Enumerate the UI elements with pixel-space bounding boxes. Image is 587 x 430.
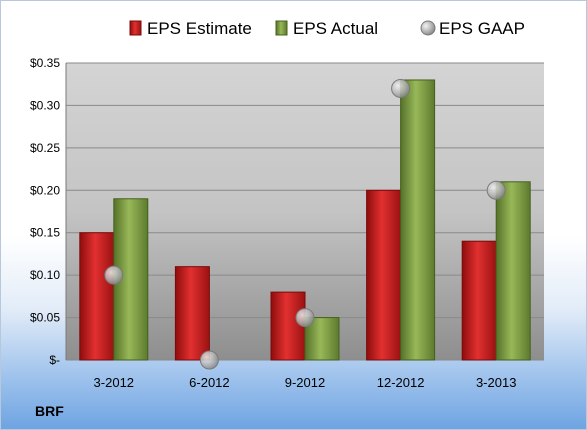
ticker-label: BRF (35, 403, 64, 419)
legend-swatch (275, 20, 288, 36)
legend-label: EPS Estimate (147, 19, 252, 38)
eps-estimate-bar (79, 232, 115, 361)
legend-swatch (129, 20, 142, 36)
y-tick-label: $0.30 (30, 98, 60, 112)
x-category-label: 12-2012 (377, 375, 425, 390)
legend-label: EPS Actual (293, 19, 378, 38)
eps-estimate-bar (270, 291, 306, 361)
eps-gaap-marker (391, 78, 411, 98)
eps-estimate-bar (461, 240, 497, 361)
x-category-label: 9-2012 (285, 375, 325, 390)
y-tick-label: $0.20 (30, 183, 60, 197)
y-tick-label: $0.35 (30, 56, 60, 70)
eps-actual-bar (495, 181, 531, 361)
eps-gaap-marker (295, 308, 315, 328)
eps-gaap-marker (486, 180, 506, 200)
eps-gaap-marker (199, 350, 219, 370)
markers-layer (104, 78, 506, 370)
eps-actual-bar (400, 79, 436, 361)
y-tick-label: $- (49, 353, 60, 367)
x-category-label: 6-2012 (189, 375, 229, 390)
x-category-label: 3-2013 (476, 375, 516, 390)
legend-swatch (420, 20, 436, 36)
eps-gaap-marker (104, 265, 124, 285)
y-tick-label: $0.15 (30, 226, 60, 240)
eps-estimate-bar (174, 266, 210, 361)
axis-layer: $- $0.05 $0.10 $0.15 $0.20 $0.25 $0.30 $0.35 3-2… (30, 56, 516, 390)
y-tick-label: $0.05 (30, 311, 60, 325)
legend-label: EPS GAAP (439, 19, 525, 38)
chart-legend: EPS Estimate EPS Actual EPS GAAP (129, 19, 525, 38)
bars-layer (79, 79, 531, 361)
y-tick-label: $0.25 (30, 141, 60, 155)
eps-estimate-bar (366, 189, 402, 361)
y-tick-label: $0.10 (30, 268, 60, 282)
x-category-label: 3-2012 (94, 375, 134, 390)
